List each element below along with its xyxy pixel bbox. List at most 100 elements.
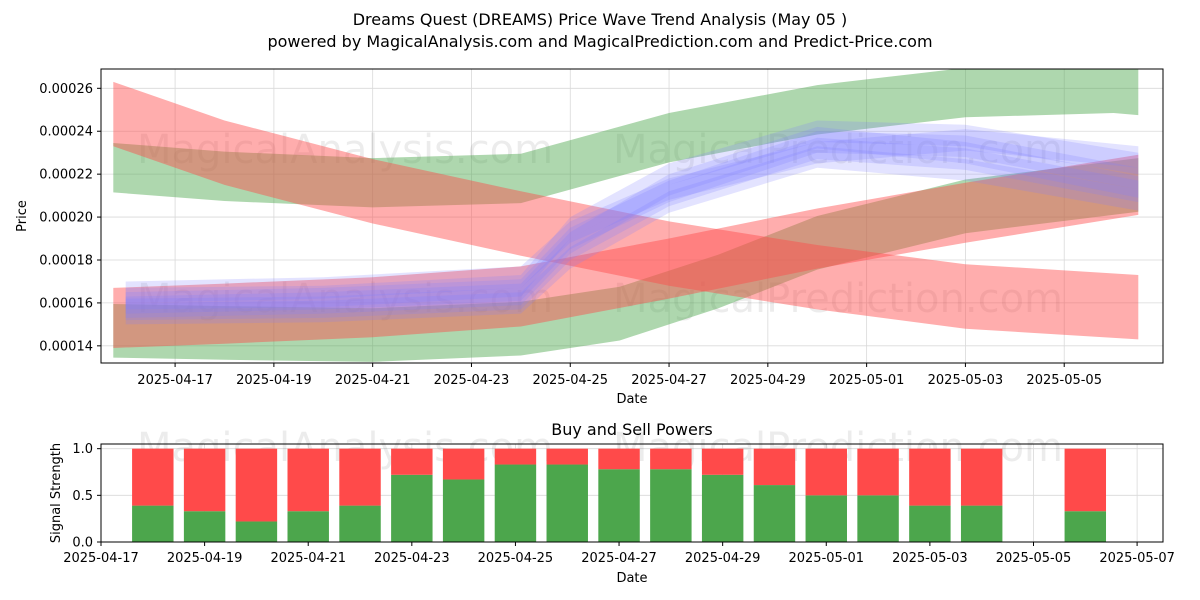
power-x-tick-label-8: 2025-05-03 <box>892 551 968 566</box>
power-y-tick-label-0: 0.0 <box>72 536 93 551</box>
price-band-blue-9 <box>125 126 1139 318</box>
price-band-green-0 <box>113 69 1139 208</box>
chart-title: Dreams Quest (DREAMS) Price Wave Trend A… <box>353 10 848 29</box>
chart-subtitle: powered by MagicalAnalysis.com and Magic… <box>267 32 932 51</box>
price-x-tick-label-1: 2025-04-19 <box>236 373 312 388</box>
price-band-green-1 <box>113 158 1139 362</box>
power-x-tick-label-2: 2025-04-21 <box>270 551 346 566</box>
power-x-ticks: 2025-04-17 2025-04-19 2025-04-21 2025-04-23… <box>63 542 1175 566</box>
sell-bar-2025-04-30 <box>753 448 796 486</box>
price-x-tick-label-7: 2025-05-01 <box>829 373 905 388</box>
power-y-ticks: 0.0 0.5 1.0 <box>72 442 101 551</box>
sell-bar-2025-04-19 <box>183 448 226 512</box>
price-band-blue-4 <box>125 129 1139 303</box>
buy-bar-2025-04-19 <box>183 511 226 542</box>
buy-bar-2025-04-22 <box>339 505 381 542</box>
sell-bar-2025-05-06 <box>1064 448 1107 512</box>
sell-bar-2025-04-22 <box>339 448 381 506</box>
buy-bar-2025-05-06 <box>1064 511 1107 542</box>
power-x-tick-label-10: 2025-05-07 <box>1099 551 1175 566</box>
power-y-label: Signal Strength <box>49 443 64 543</box>
power-x-tick-label-3: 2025-04-23 <box>374 551 450 566</box>
buy-bar-2025-04-28 <box>650 469 692 542</box>
buy-bar-2025-04-25 <box>494 464 537 542</box>
power-panel: Buy and Sell Powers MagicalAnalysis.com … <box>49 420 1175 586</box>
price-band-blue-5 <box>125 131 1139 314</box>
sell-bar-2025-04-18 <box>132 448 174 506</box>
price-y-tick-label-0: 0.00014 <box>39 339 93 354</box>
sell-bar-2025-04-21 <box>287 448 329 512</box>
sell-bar-2025-04-25 <box>494 448 537 465</box>
price-band-red-2 <box>113 81 1139 340</box>
price-x-tick-label-2: 2025-04-21 <box>335 373 411 388</box>
sell-bar-2025-04-24 <box>442 448 485 480</box>
watermark-analysis-2: MagicalAnalysis.com <box>137 276 553 322</box>
sell-bar-2025-04-29 <box>701 448 744 475</box>
price-x-tick-label-0: 2025-04-17 <box>137 373 213 388</box>
price-y-tick-label-1: 0.00016 <box>39 296 93 311</box>
power-axes-frame <box>100 443 1164 543</box>
price-x-ticks: 2025-04-17 2025-04-19 2025-04-21 2025-04-23… <box>137 363 1102 388</box>
price-x-tick-label-3: 2025-04-23 <box>434 373 510 388</box>
power-x-label: Date <box>616 571 647 586</box>
sell-bar-2025-04-26 <box>546 448 588 465</box>
price-x-tick-label-4: 2025-04-25 <box>532 373 608 388</box>
power-x-tick-label-5: 2025-04-27 <box>581 551 657 566</box>
buy-bar-2025-05-02 <box>857 495 899 542</box>
price-band-red-3 <box>113 154 1139 348</box>
sell-bar-2025-04-28 <box>650 448 692 470</box>
price-bands <box>113 69 1139 362</box>
buy-bar-2025-05-04 <box>960 505 1003 542</box>
price-band-blue-7 <box>125 146 1139 325</box>
price-panel: MagicalAnalysis.com MagicalPrediction.co… <box>15 68 1164 407</box>
buy-bar-2025-04-27 <box>598 469 640 542</box>
watermark-analysis: MagicalAnalysis.com <box>137 127 553 173</box>
price-x-tick-label-6: 2025-04-29 <box>730 373 806 388</box>
price-band-blue-6 <box>125 137 1139 321</box>
power-x-tick-label-9: 2025-05-05 <box>996 551 1072 566</box>
price-y-tick-label-4: 0.00022 <box>39 168 93 183</box>
sell-bar-2025-04-20 <box>235 448 278 522</box>
sell-bar-2025-04-23 <box>391 448 433 475</box>
price-y-tick-label-6: 0.00026 <box>39 82 93 97</box>
price-y-tick-label-2: 0.00018 <box>39 253 93 268</box>
watermark-prediction: MagicalPrediction.com <box>613 127 1063 173</box>
power-title: Buy and Sell Powers <box>551 420 713 439</box>
price-y-ticks: 0.00014 0.00016 0.00018 0.00020 0.00022 0.000… <box>39 82 101 354</box>
sell-bar-2025-05-02 <box>857 448 899 496</box>
power-bars <box>132 448 1107 542</box>
buy-bar-2025-05-03 <box>909 505 951 542</box>
power-x-tick-label-7: 2025-05-01 <box>788 551 864 566</box>
power-x-tick-label-0: 2025-04-17 <box>63 551 139 566</box>
buy-bar-2025-04-21 <box>287 511 329 542</box>
buy-bar-2025-04-23 <box>391 474 433 542</box>
power-y-tick-label-1: 0.5 <box>72 489 93 504</box>
sell-bar-2025-05-04 <box>960 448 1003 506</box>
price-x-label: Date <box>616 392 647 407</box>
buy-bar-2025-04-18 <box>132 505 174 542</box>
buy-bar-2025-04-26 <box>546 464 588 542</box>
watermark-prediction-2: MagicalPrediction.com <box>613 276 1063 322</box>
price-x-tick-label-9: 2025-05-05 <box>1026 373 1102 388</box>
buy-bar-2025-04-20 <box>235 521 278 542</box>
buy-bar-2025-04-24 <box>442 479 485 542</box>
sell-bar-2025-05-01 <box>805 448 847 496</box>
buy-bar-2025-04-30 <box>753 485 796 542</box>
buy-bar-2025-04-29 <box>701 474 744 542</box>
price-x-tick-label-8: 2025-05-03 <box>928 373 1004 388</box>
power-x-tick-label-1: 2025-04-19 <box>167 551 243 566</box>
buy-bar-2025-05-01 <box>805 495 847 542</box>
price-y-tick-label-5: 0.00024 <box>39 125 93 140</box>
power-x-tick-label-6: 2025-04-29 <box>685 551 761 566</box>
power-y-tick-label-2: 1.0 <box>72 442 93 457</box>
price-x-tick-label-5: 2025-04-27 <box>631 373 707 388</box>
price-axes-frame <box>100 68 1164 364</box>
price-grid <box>101 69 1163 363</box>
sell-bar-2025-05-03 <box>909 448 951 506</box>
sell-bar-2025-04-27 <box>598 448 640 470</box>
price-y-label: Price <box>15 200 30 232</box>
price-band-blue-8 <box>125 120 1139 310</box>
price-y-tick-label-3: 0.00020 <box>39 211 93 226</box>
power-x-tick-label-4: 2025-04-25 <box>478 551 554 566</box>
